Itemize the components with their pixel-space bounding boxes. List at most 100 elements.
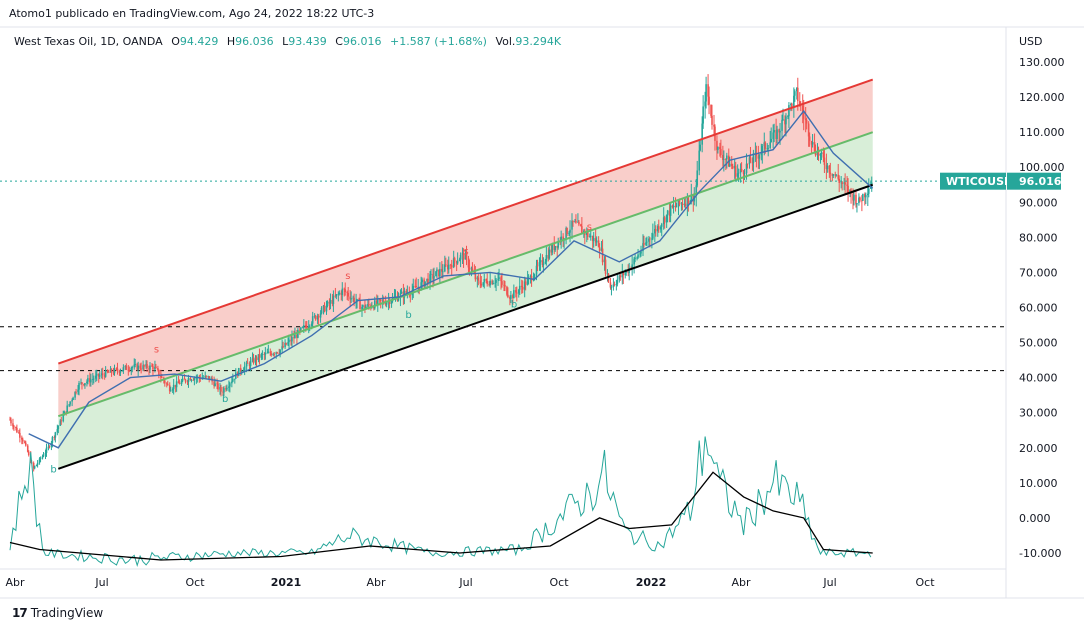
candle-body	[255, 357, 258, 361]
candle-body	[213, 381, 215, 387]
candle-body	[341, 288, 344, 295]
candle-body	[820, 152, 823, 154]
candle-body	[846, 184, 848, 186]
candle-body	[598, 247, 601, 251]
candle-body	[122, 367, 125, 371]
candle-body	[829, 172, 832, 174]
channel-upper-line	[57, 78, 874, 365]
tradingview-logo-icon: 17	[12, 606, 28, 620]
candle-body	[547, 255, 550, 259]
candle-body	[412, 285, 415, 291]
candle-body	[310, 323, 313, 326]
candle-body	[287, 342, 289, 345]
candle-body	[433, 276, 435, 279]
candle-body	[160, 375, 162, 378]
candle-body	[98, 375, 101, 377]
candle-body	[181, 378, 184, 382]
candle-body	[566, 228, 568, 235]
candle-body	[464, 254, 467, 260]
candle-body	[368, 303, 370, 306]
candle-body	[106, 370, 109, 372]
candle-body	[627, 270, 630, 273]
candle-body	[752, 153, 755, 163]
candle-body	[862, 194, 864, 201]
candle-body	[447, 264, 450, 270]
candle-body	[216, 383, 218, 385]
candle-body	[93, 378, 95, 380]
candle-body	[62, 415, 65, 422]
candle-body	[554, 246, 557, 251]
candle-body	[849, 189, 851, 193]
candle-body	[720, 148, 722, 155]
price-tag-symbol: WTICOUSD	[946, 175, 1013, 188]
candle-body	[832, 174, 835, 176]
price-tag-symbol-bg	[940, 172, 1006, 190]
candle-body	[189, 378, 192, 381]
candle-body	[855, 194, 857, 205]
candle-body	[322, 305, 325, 308]
candle-body	[109, 369, 112, 373]
plot-area[interactable]: b s b s b s b s	[0, 74, 1006, 567]
candle-body	[290, 339, 292, 342]
candle-body	[793, 95, 795, 107]
candle-body	[794, 91, 796, 96]
candle-body	[486, 280, 489, 285]
candle-body	[429, 274, 431, 284]
candle-body	[119, 371, 122, 373]
candle-body	[18, 432, 20, 434]
candle-body	[353, 297, 355, 303]
candle-body	[631, 264, 633, 270]
candle-body	[140, 368, 142, 370]
candle-body	[430, 273, 432, 275]
candle-body	[690, 194, 693, 201]
candle-body	[308, 325, 311, 327]
candle-body	[239, 367, 242, 372]
candle-body	[161, 377, 163, 379]
candle-body	[77, 389, 79, 392]
price-tag-value: 96.016	[1019, 175, 1062, 188]
candle-body	[276, 352, 278, 354]
candle-body	[13, 426, 15, 428]
candle-body	[817, 150, 820, 156]
candle-body	[788, 105, 790, 117]
candle-body	[597, 240, 600, 248]
candle-body	[423, 279, 425, 287]
candle-body	[509, 297, 511, 299]
candle-body	[588, 236, 591, 238]
candle-body	[560, 236, 562, 243]
time-axis[interactable]: Abr Jul Oct 2021 Abr Jul Oct 2022 Abr Jul Oct	[5, 576, 935, 589]
candle-body	[359, 300, 361, 310]
candle-body	[459, 254, 462, 260]
candle-body	[302, 326, 304, 328]
candle-body	[210, 378, 212, 380]
candle-body	[68, 404, 70, 406]
candle-body	[710, 104, 712, 116]
symbol-info[interactable]: West Texas Oil, 1D, OANDA	[14, 35, 163, 48]
price-axis[interactable]: 130.000 120.000 110.000 100.000 90.000 80.000…	[1019, 56, 1065, 560]
candle-body	[791, 103, 793, 107]
candle-body	[226, 387, 228, 390]
candle-body	[248, 363, 251, 367]
candle-body	[686, 196, 689, 207]
candle-body	[446, 264, 449, 270]
x-tick-label: Abr	[366, 576, 386, 589]
candle-body	[595, 240, 598, 243]
candle-body	[708, 96, 710, 105]
candle-body	[707, 84, 709, 97]
candle-body	[763, 142, 766, 146]
candle-body	[723, 159, 725, 161]
candle-body	[807, 123, 810, 137]
candle-body	[234, 378, 236, 380]
candle-body	[445, 264, 447, 266]
candle-body	[258, 354, 261, 358]
candle-body	[365, 306, 367, 309]
candle-body	[171, 389, 174, 391]
candle-body	[304, 325, 307, 327]
tradingview-footer[interactable]: 17 TradingView	[12, 606, 103, 620]
candle-body	[740, 168, 743, 171]
candle-body	[192, 379, 195, 381]
candle-body	[823, 157, 826, 165]
candle-body	[94, 375, 97, 379]
candle-body	[426, 278, 428, 282]
